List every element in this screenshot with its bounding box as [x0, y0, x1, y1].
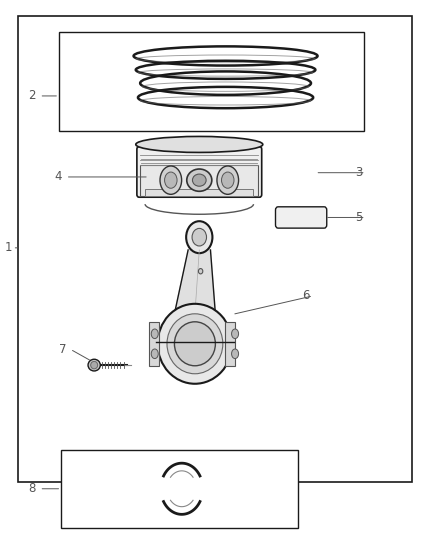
FancyBboxPatch shape	[137, 147, 262, 197]
Text: 3: 3	[355, 166, 362, 179]
Ellipse shape	[167, 314, 223, 374]
Text: 7: 7	[59, 343, 67, 356]
Text: 4: 4	[55, 171, 62, 183]
Bar	[225, 322, 235, 366]
Ellipse shape	[186, 221, 212, 253]
Ellipse shape	[91, 361, 98, 369]
Text: 5: 5	[355, 211, 362, 224]
Ellipse shape	[151, 349, 158, 359]
Ellipse shape	[158, 304, 232, 384]
Ellipse shape	[198, 269, 203, 274]
Bar	[149, 322, 159, 366]
Text: 6: 6	[302, 289, 310, 302]
Bar	[59, 32, 364, 131]
Text: 8: 8	[28, 482, 36, 495]
Ellipse shape	[232, 349, 239, 359]
Ellipse shape	[232, 329, 239, 338]
Ellipse shape	[88, 359, 100, 371]
Ellipse shape	[174, 322, 215, 366]
Polygon shape	[174, 250, 215, 314]
Ellipse shape	[192, 228, 207, 246]
Bar	[18, 16, 412, 482]
FancyBboxPatch shape	[276, 207, 327, 228]
Bar	[140, 165, 258, 196]
Ellipse shape	[165, 172, 177, 188]
Text: 2: 2	[28, 90, 36, 102]
Ellipse shape	[222, 172, 234, 188]
Ellipse shape	[192, 174, 206, 186]
Ellipse shape	[187, 169, 212, 191]
Bar	[61, 450, 298, 528]
Bar	[145, 189, 254, 196]
Ellipse shape	[160, 166, 182, 195]
Ellipse shape	[136, 136, 263, 152]
Ellipse shape	[217, 166, 239, 195]
Text: 1: 1	[4, 241, 12, 254]
Ellipse shape	[151, 329, 158, 338]
